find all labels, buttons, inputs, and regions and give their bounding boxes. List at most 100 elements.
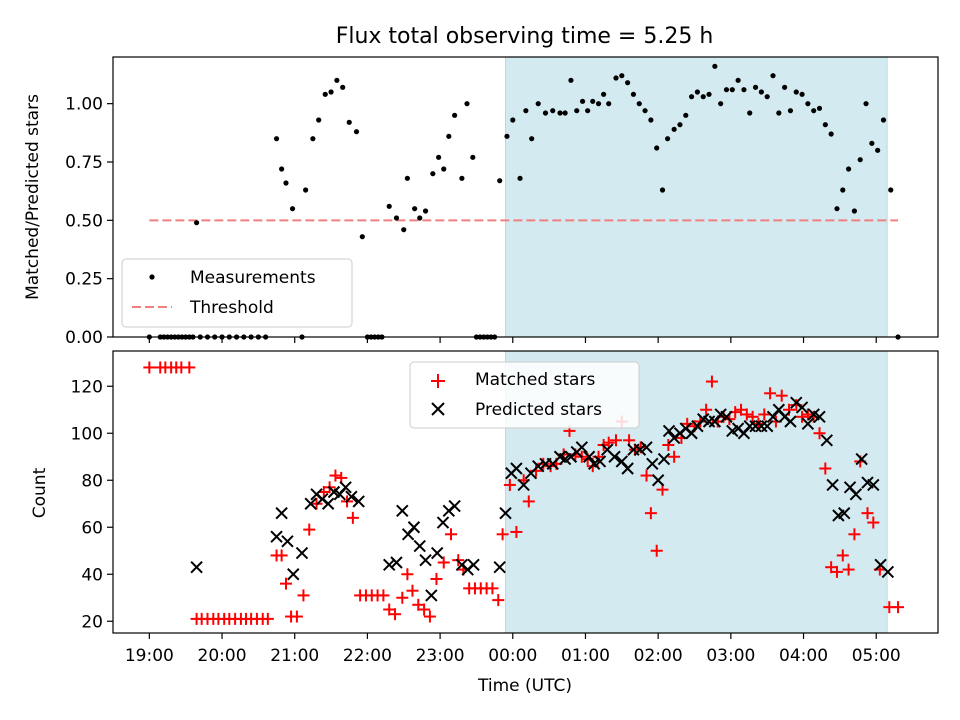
measurement-point xyxy=(811,108,817,114)
predicted-star-point xyxy=(582,450,596,463)
measurement-point xyxy=(828,131,834,137)
predicted-star-point xyxy=(702,415,716,428)
predicted-star-point xyxy=(339,481,352,494)
matched-star-point xyxy=(758,408,771,421)
measurement-point xyxy=(857,157,863,163)
predicted-star-point xyxy=(784,415,797,428)
measurement-point xyxy=(805,101,811,107)
measurement-point xyxy=(659,187,666,193)
measurement-point xyxy=(436,154,442,160)
measurement-point xyxy=(869,140,875,146)
measurement-point xyxy=(386,203,392,209)
matched-star-point xyxy=(406,584,419,597)
y-tick-label-bottom: 100 xyxy=(71,424,103,444)
matched-star-point xyxy=(700,403,713,416)
matched-star-point xyxy=(867,516,880,529)
predicted-star-point xyxy=(646,457,659,471)
matched-star-point xyxy=(819,462,832,475)
predicted-star-point xyxy=(436,516,450,529)
measurement-point xyxy=(289,206,296,212)
legend-label-measurements: Measurements xyxy=(190,268,316,288)
predicted-star-point xyxy=(640,441,653,454)
measurement-point xyxy=(747,110,753,116)
measurement-point xyxy=(816,105,823,111)
measurement-point xyxy=(671,126,677,132)
measurement-point xyxy=(601,91,607,97)
matched-star-point xyxy=(602,436,615,449)
predicted-star-point xyxy=(345,490,358,503)
y-tick-label-bottom: 120 xyxy=(71,377,103,397)
matched-star-point xyxy=(640,469,653,482)
matched-star-point xyxy=(807,410,820,423)
measurement-point xyxy=(723,87,730,93)
measurement-point xyxy=(718,101,724,107)
matched-star-point xyxy=(668,450,681,463)
measurement-point xyxy=(393,215,400,221)
predicted-star-point xyxy=(413,539,426,553)
matched-star-point xyxy=(279,577,292,590)
predicted-star-point xyxy=(425,589,438,602)
measurement-point xyxy=(851,208,858,214)
measurement-point xyxy=(574,108,580,114)
plot-frame-top xyxy=(112,56,939,338)
measurement-point xyxy=(776,110,782,116)
x-tick-label: 03:00 xyxy=(706,646,755,666)
predicted-star-point xyxy=(275,506,288,520)
predicted-star-point xyxy=(407,521,421,534)
predicted-star-point xyxy=(467,558,480,572)
measurement-point xyxy=(677,122,683,128)
predicted-star-point xyxy=(593,455,607,468)
y-tick-label-top: 0.75 xyxy=(65,153,103,173)
measurement-point xyxy=(346,119,352,125)
measurement-point xyxy=(316,117,322,123)
measurement-point xyxy=(642,108,648,114)
matched-star-point xyxy=(396,591,409,604)
matched-star-point xyxy=(346,511,359,524)
measurement-point xyxy=(535,101,541,107)
matched-star-point xyxy=(423,610,436,623)
matched-star-point xyxy=(329,469,342,482)
measurement-point xyxy=(683,112,689,118)
matched-star-point xyxy=(861,507,874,520)
matched-star-point xyxy=(389,608,402,621)
matched-star-point xyxy=(705,375,718,388)
matched-star-point xyxy=(418,603,431,616)
x-tick-label: 05:00 xyxy=(852,646,901,666)
predicted-star-point xyxy=(749,419,762,433)
matched-star-point xyxy=(650,544,663,557)
matched-star-point xyxy=(609,434,622,447)
y-axis-ticks-top: 0.00 0.25 0.50 0.75 1.00 xyxy=(65,95,113,348)
y-tick-label-bottom: 20 xyxy=(81,612,103,632)
x-tick-label: 20:00 xyxy=(198,646,247,666)
predicted-star-point xyxy=(419,553,432,567)
predicted-star-point xyxy=(867,478,880,492)
measurement-point xyxy=(334,77,340,83)
legend-marker-matched xyxy=(431,374,445,388)
predicted-star-point xyxy=(287,568,300,581)
y-tick-label-bottom: 80 xyxy=(81,471,103,491)
observing-window-top xyxy=(505,57,888,337)
measurement-point xyxy=(322,91,328,97)
measurement-point xyxy=(353,129,360,135)
matched-star-point xyxy=(290,610,303,623)
measurement-point xyxy=(665,136,671,142)
matched-star-point xyxy=(801,408,814,421)
matched-star-point xyxy=(740,408,753,421)
measurement-point xyxy=(688,94,695,100)
matched-star-point xyxy=(892,601,905,614)
predicted-star-point xyxy=(621,462,634,475)
measurement-point xyxy=(793,89,799,95)
measurement-point xyxy=(422,208,429,214)
measurement-point xyxy=(770,73,776,79)
measurement-point xyxy=(283,180,289,186)
y-tick-label-bottom: 40 xyxy=(81,565,103,585)
predicted-star-point xyxy=(755,419,768,433)
predicted-star-point xyxy=(662,424,676,438)
y-tick-label-bottom: 60 xyxy=(81,518,103,538)
predicted-star-point xyxy=(826,478,839,492)
predicted-star-point xyxy=(575,441,589,454)
measurement-point xyxy=(840,187,846,193)
x-tick-label: 21:00 xyxy=(270,646,319,666)
predicted-star-point xyxy=(448,499,461,513)
matched-star-point xyxy=(261,612,274,625)
